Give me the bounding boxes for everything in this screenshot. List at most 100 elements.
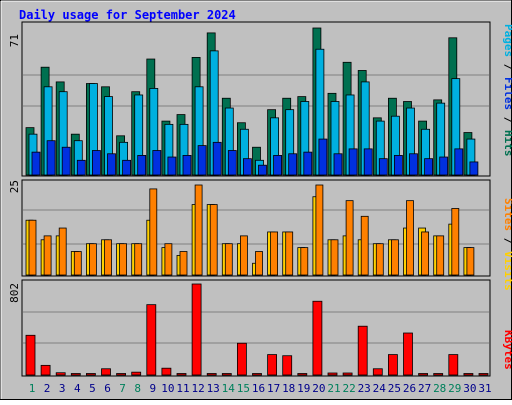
bar-sites [209,204,218,276]
x-tick-label: 20 [312,382,325,395]
bar-kbytes [433,373,444,376]
bar-sites [239,235,248,276]
bar-sites [179,251,188,276]
x-tick-label: 27 [418,382,431,395]
bar-sites [43,235,52,276]
bar-sites [300,247,309,276]
bar-pages [288,153,298,176]
bar-kbytes [478,373,489,376]
bar-pages [393,154,403,176]
panel-kbytes-area [21,279,491,377]
x-tick-label: 25 [388,382,401,395]
bar-kbytes [131,371,142,376]
bar-kbytes [70,373,81,376]
bar-sites [375,243,384,276]
bar-pages [318,138,328,176]
bar-pages [258,164,267,176]
bar-sites [285,231,294,276]
bar-pages [303,151,313,176]
svg-text:KBytes: KBytes [502,330,512,370]
bar-kbytes [221,373,232,376]
bar-pages [107,153,116,176]
panel-kbytes-max-label: 802 [8,283,21,303]
bar-pages [348,148,358,176]
x-tick-label: 12 [191,382,204,395]
bar-kbytes [252,373,262,376]
bar-kbytes [448,354,459,376]
legend-files: Files [502,77,512,110]
bar-kbytes [403,332,413,376]
bar-pages [152,150,162,176]
bar-kbytes [25,334,36,376]
x-tick-label: 8 [134,382,141,395]
bar-sites [89,243,97,276]
bar-sites [28,219,37,276]
bars [25,27,489,376]
bar-kbytes [372,368,383,376]
bar-sites [451,208,460,276]
bar-sites [134,243,143,276]
bar-kbytes [176,373,187,376]
bar-pages [333,153,343,176]
bar-pages [31,151,41,176]
bar-kbytes [116,373,126,376]
x-tick-label: 28 [433,382,446,395]
bar-kbytes [312,300,323,376]
bar-pages [378,158,388,176]
x-tick-label: 29 [448,382,461,395]
bar-pages [454,148,464,176]
bar-sites [224,243,233,276]
bar-kbytes [101,368,111,376]
bar-sites [255,251,263,276]
x-tick-label: 11 [176,382,189,395]
bar-kbytes [418,373,429,376]
bar-sites [194,184,203,276]
svg-text:Pages / Files / Hits: Pages / Files / Hits [502,24,512,157]
bar-kbytes [86,373,96,376]
bar-sites [73,251,82,276]
bar-sites [345,200,354,276]
bar-sites [406,200,414,276]
bar-pages [409,153,418,176]
bar-pages [227,150,237,176]
bar-kbytes [55,372,66,376]
bar-pages [273,154,283,176]
bar-kbytes [146,304,157,376]
bar-pages [439,156,449,176]
x-tick-label: 19 [297,382,310,395]
x-tick-label: 30 [463,382,476,395]
x-tick-label: 26 [403,382,416,395]
x-tick-label: 13 [207,382,220,395]
bar-pages [92,150,101,176]
bar-pages [137,154,147,176]
legend-pages: Pages [502,24,512,57]
bar-sites [466,247,475,276]
bar-sites [330,239,339,276]
bar-pages [469,161,479,176]
bar-pages [242,158,252,176]
bar-kbytes [267,354,278,376]
x-tick-label: 4 [74,382,81,395]
bar-kbytes [357,325,368,376]
bar-pages [61,146,71,176]
legend-separator: / [502,57,512,77]
bar-kbytes [463,373,474,376]
svg-text:Sites / Visits: Sites / Visits [502,198,512,291]
bar-kbytes [297,373,308,376]
bar-kbytes [191,283,202,376]
x-tick-label: 1 [29,382,36,395]
panel-hits-max-label: 71 [8,34,21,47]
x-tick-label: 2 [44,382,51,395]
x-tick-label: 31 [478,382,491,395]
x-tick-label: 9 [149,382,156,395]
bar-kbytes [40,364,51,376]
x-tick-label: 14 [222,382,236,395]
x-tick-label: 15 [237,382,250,395]
bar-pages [363,148,373,176]
bar-kbytes [387,354,398,376]
bar-sites [390,239,399,276]
bar-pages [46,140,56,176]
bar-sites [270,231,279,276]
x-tick-label: 3 [59,382,66,395]
